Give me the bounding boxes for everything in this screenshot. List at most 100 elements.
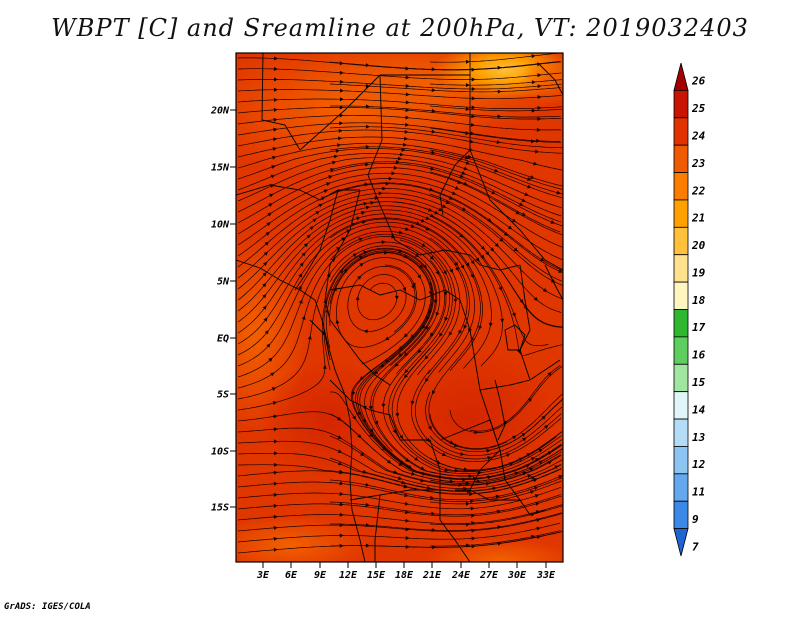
lon-tick-label: 27E xyxy=(479,570,499,581)
streamline-arrow xyxy=(301,252,306,257)
streamline xyxy=(429,431,563,471)
streamline-arrow xyxy=(398,345,403,351)
streamline-arrow xyxy=(428,291,433,296)
streamline-arrow xyxy=(471,114,476,119)
streamline-arrow xyxy=(266,222,271,227)
colorbar-label: 14 xyxy=(692,403,706,416)
streamline-arrow xyxy=(273,127,278,132)
streamline xyxy=(489,398,563,451)
streamline-arrow xyxy=(368,405,373,411)
streamline-arrow xyxy=(365,523,370,528)
streamline-arrow xyxy=(530,457,536,461)
lat-tick-label: 15S xyxy=(211,503,229,514)
streamline-arrow xyxy=(335,319,340,324)
streamline-arrow xyxy=(465,522,470,527)
streamline-arrow xyxy=(361,220,367,225)
streamline-arrow xyxy=(499,237,504,242)
streamline-arrow xyxy=(486,448,491,453)
streamline-arrow xyxy=(544,424,549,429)
streamline-arrow xyxy=(397,156,402,161)
streamline xyxy=(237,68,562,80)
streamline xyxy=(237,486,562,510)
streamline-arrow xyxy=(429,255,434,260)
streamline-arrow xyxy=(535,502,540,506)
streamline-arrow xyxy=(512,435,517,440)
streamline-arrow xyxy=(417,274,421,279)
streamline xyxy=(237,114,561,131)
streamline-arrow xyxy=(453,298,458,303)
colorbar-box xyxy=(673,89,689,119)
streamline xyxy=(326,250,434,467)
border-car-south xyxy=(329,284,461,301)
lat-tick-label: 10N xyxy=(211,220,230,231)
streamline xyxy=(237,89,562,100)
streamline-arrow xyxy=(338,461,343,466)
streamline xyxy=(429,505,563,526)
streamline xyxy=(330,391,563,480)
streamline-arrow xyxy=(496,140,501,145)
streamline-arrow xyxy=(338,128,343,133)
streamline xyxy=(237,236,453,389)
border-chad-sudan xyxy=(367,74,396,241)
streamline-arrow xyxy=(356,216,361,221)
streamline-arrow xyxy=(431,390,436,395)
streamline-arrow xyxy=(405,108,410,113)
streamline-arrow xyxy=(263,261,268,267)
streamline xyxy=(429,451,562,484)
streamline-arrow xyxy=(264,330,269,335)
colorbar-label: 11 xyxy=(692,486,705,499)
streamline-arrow xyxy=(272,401,278,406)
streamline-arrow xyxy=(357,411,361,416)
streamline-arrow xyxy=(381,446,387,451)
colorbar-box xyxy=(673,391,689,420)
colorbar-label: 17 xyxy=(692,321,706,334)
streamline-arrow xyxy=(463,467,468,472)
streamline-arrow xyxy=(497,89,502,94)
streamline-arrow xyxy=(410,471,416,476)
streamline xyxy=(237,217,483,371)
colorbar-label: 7 xyxy=(692,540,699,553)
streamline-arrow xyxy=(445,200,450,204)
streamline-arrow xyxy=(384,250,389,255)
streamline-arrow xyxy=(471,536,476,541)
streamline-arrow xyxy=(369,433,374,438)
streamline-arrow xyxy=(465,262,470,267)
colorbar-top-arrow xyxy=(673,62,689,91)
streamline-arrow xyxy=(268,203,273,207)
streamline-arrow xyxy=(459,233,464,238)
streamline-arrow xyxy=(533,296,539,301)
streamline xyxy=(237,136,563,171)
streamline-arrow xyxy=(465,160,471,165)
streamline xyxy=(237,209,503,367)
streamline-arrow xyxy=(381,240,386,245)
streamline-arrow xyxy=(542,287,548,292)
streamline-arrow xyxy=(530,139,536,144)
streamline-arrow xyxy=(365,63,370,68)
streamline-arrow xyxy=(448,331,453,336)
map-title: WBPT [C] and Sreamline at 200hPa, VT: 20… xyxy=(51,14,749,42)
streamline-arrow xyxy=(527,397,532,403)
streamline xyxy=(238,464,562,495)
streamline xyxy=(429,53,559,63)
lon-tick-label: 15E xyxy=(367,570,386,581)
streamline-arrow xyxy=(394,295,399,300)
streamline-arrow xyxy=(262,272,267,277)
streamline xyxy=(237,468,562,495)
streamline-arrow xyxy=(547,371,552,377)
streamline-arrow xyxy=(497,525,502,530)
streamline xyxy=(237,122,561,142)
streamline xyxy=(237,98,562,109)
streamline-arrow xyxy=(431,88,436,93)
streamline xyxy=(329,413,563,483)
streamline-arrow xyxy=(442,270,447,275)
streamline-arrow xyxy=(424,377,429,383)
streamline-arrow xyxy=(335,149,340,154)
streamline-arrow xyxy=(269,193,274,198)
streamline-arrow xyxy=(506,453,511,458)
streamline-arrow xyxy=(306,234,311,239)
streamline-arrow xyxy=(531,80,536,85)
streamline xyxy=(237,477,563,502)
streamline-arrow xyxy=(374,196,379,201)
border-ethiopia xyxy=(469,149,563,271)
streamline-arrow xyxy=(460,451,465,456)
